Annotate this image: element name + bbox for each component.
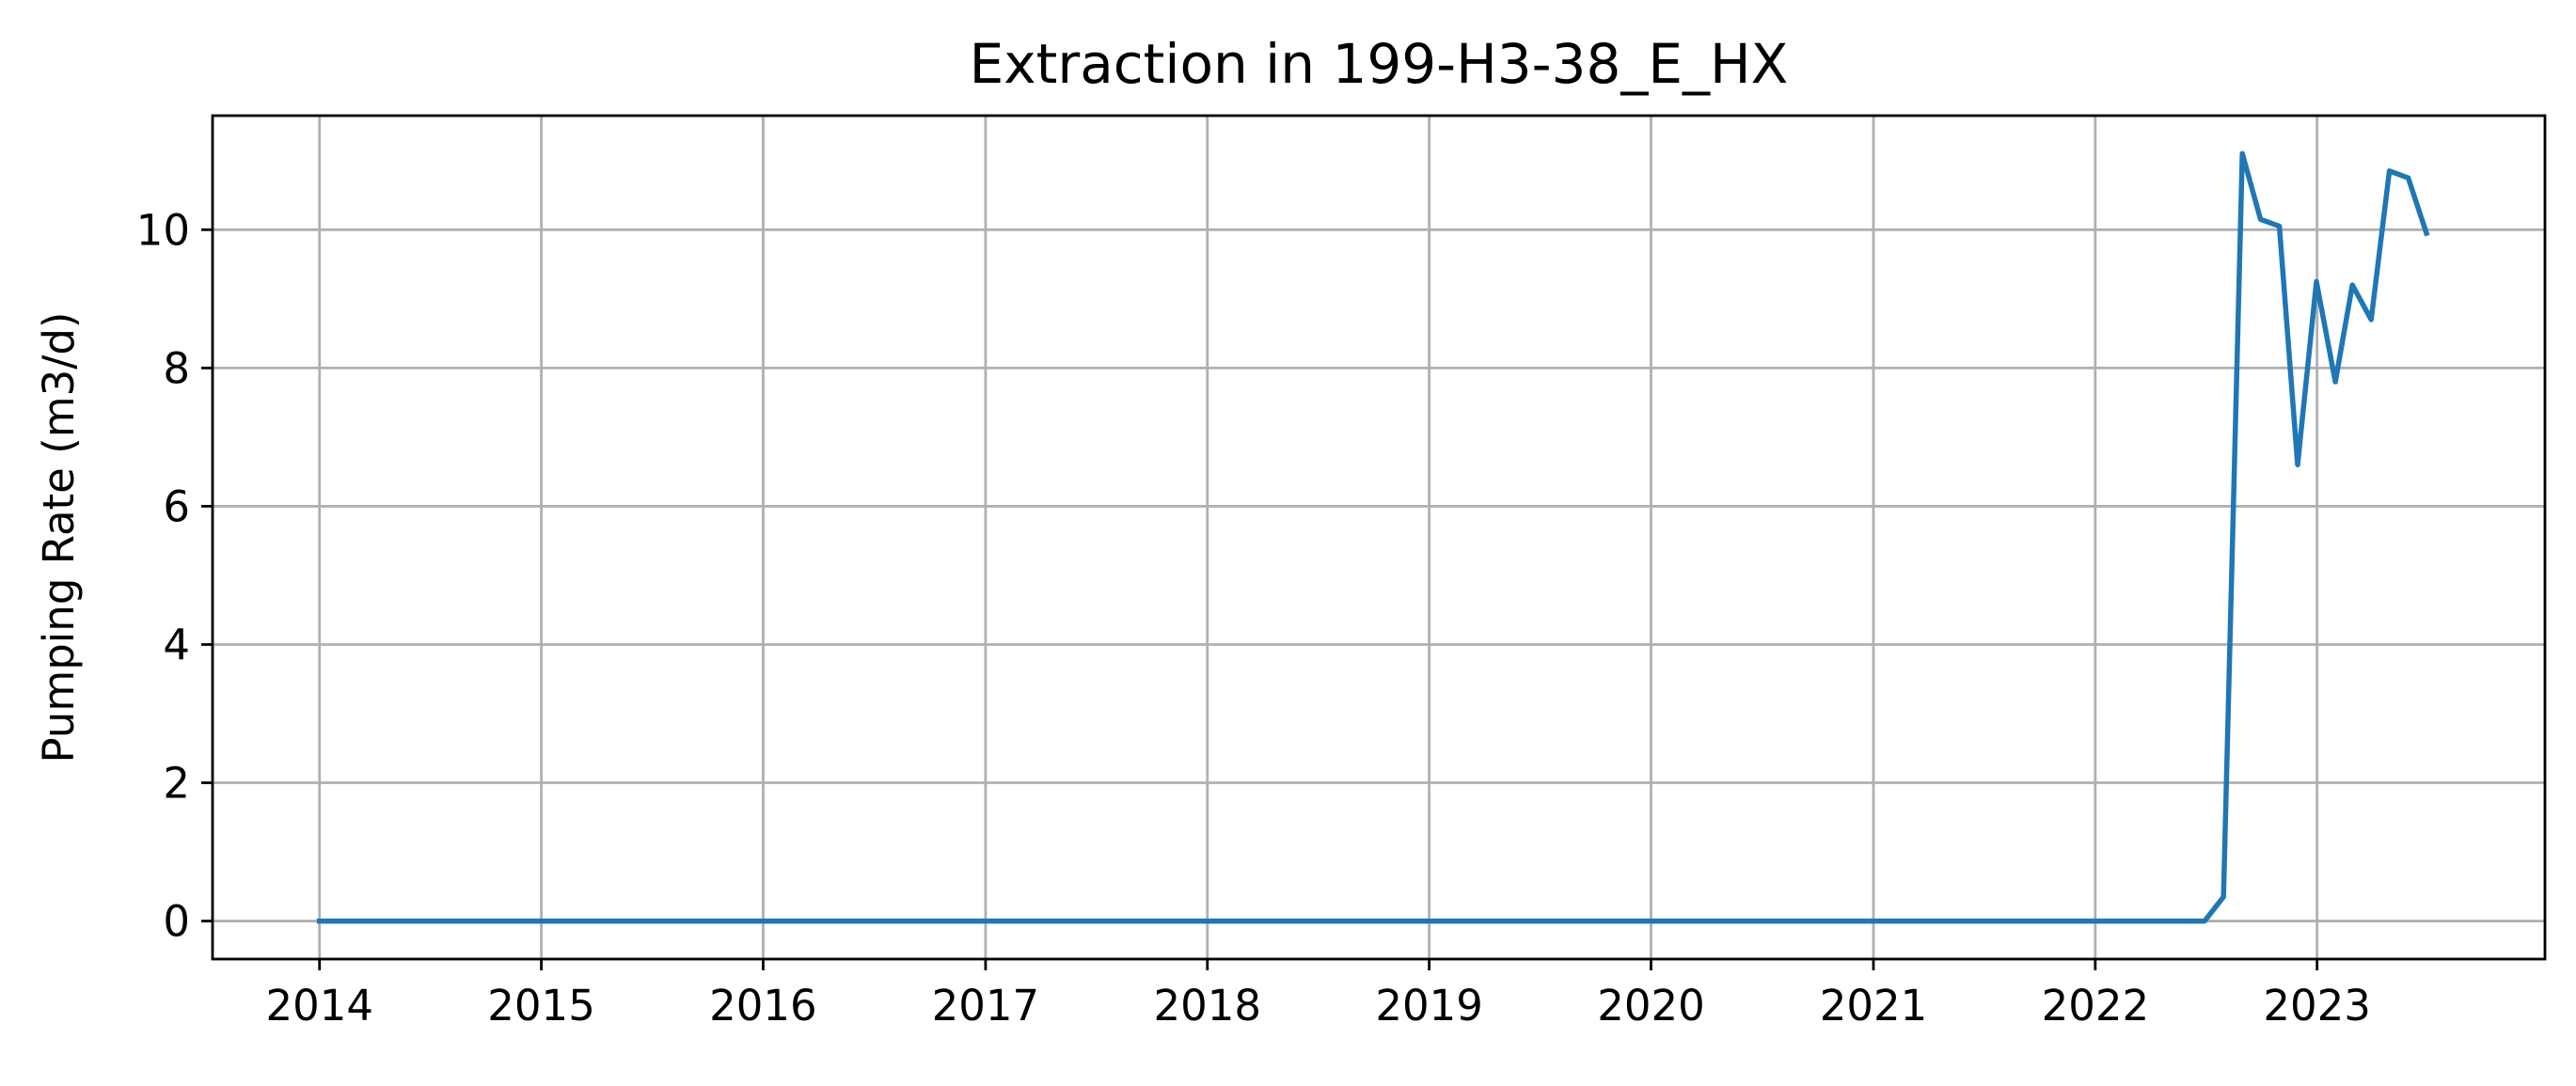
series-layer — [316, 150, 2430, 924]
y-tick-label: 10 — [136, 205, 190, 255]
grid-lines — [213, 116, 2545, 959]
y-tick-label: 6 — [163, 481, 190, 531]
y-axis-label: Pumping Rate (m3/d) — [34, 312, 84, 763]
x-tick-label: 2019 — [1375, 981, 1483, 1031]
series-line — [316, 150, 2430, 924]
y-tick-label: 0 — [163, 897, 190, 947]
x-tick-label: 2018 — [1154, 981, 1262, 1031]
plot-frame — [211, 114, 2547, 961]
x-tick-label: 2022 — [2042, 981, 2150, 1031]
x-tick-label: 2017 — [932, 981, 1040, 1031]
y-tick-label: 8 — [163, 343, 190, 393]
x-tick-label: 2014 — [265, 981, 373, 1031]
y-tick-label: 2 — [163, 759, 190, 809]
x-tick-label: 2020 — [1597, 981, 1705, 1031]
x-tick-label: 2016 — [709, 981, 817, 1031]
chart-title: Extraction in 199-H3-38_E_HX — [970, 32, 1789, 96]
axis-ticks: 2014 2015 2016 2017 2018 2019 2020 2021 2022 2023… — [136, 205, 2371, 1031]
x-tick-label: 2021 — [1820, 981, 1928, 1031]
x-tick-label: 2023 — [2263, 981, 2371, 1031]
y-tick-label: 4 — [163, 620, 190, 669]
x-tick-label: 2015 — [487, 981, 595, 1031]
